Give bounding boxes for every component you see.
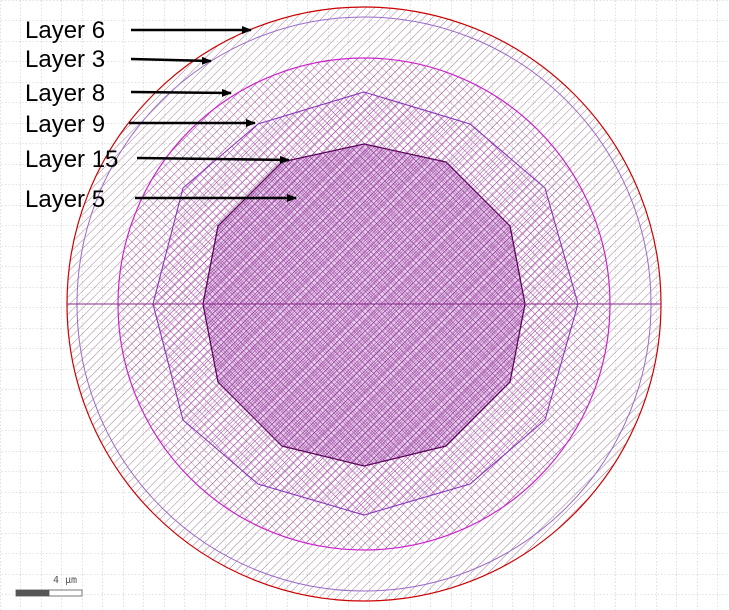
label-layer-5-text: Layer 5 [25,186,105,213]
label-layer-15-text: Layer 15 [25,146,118,173]
scale-bar: 4 µm [15,575,83,597]
arrow-layer-3 [130,56,212,65]
label-layer-9: Layer 9 [25,111,256,138]
label-layer-5: Layer 5 [25,186,297,213]
label-layer-6: Layer 6 [25,17,252,44]
label-layer-3: Layer 3 [25,46,212,73]
layer-15-shape [202,143,526,467]
label-layer-15: Layer 15 [25,146,290,173]
label-layer-8: Layer 8 [25,80,232,107]
label-layer-6-text: Layer 6 [25,17,105,44]
label-layer-8-text: Layer 8 [25,80,105,107]
scale-bar-text: 4 µm [53,575,77,586]
label-layer-9-text: Layer 9 [25,111,105,138]
arrow-layer-15 [136,155,290,164]
arrow-layer-8 [130,88,232,97]
label-layer-3-text: Layer 3 [25,46,105,73]
